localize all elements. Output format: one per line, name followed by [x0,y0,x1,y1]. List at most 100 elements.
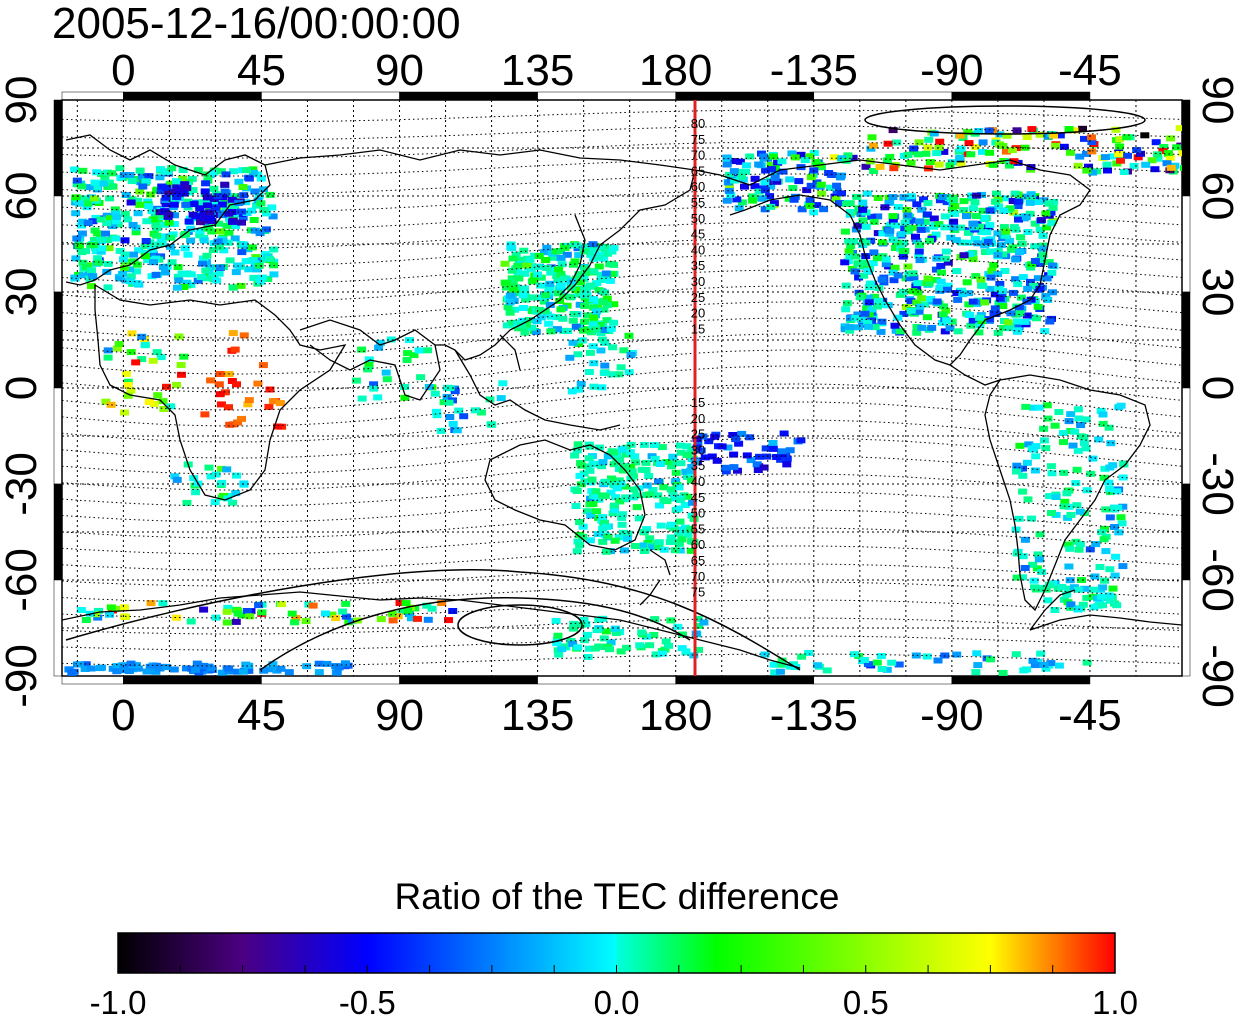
tec-cell [596,271,606,278]
tec-cell [1082,487,1092,494]
south-dip-contour-inner [259,597,691,671]
tec-cell [603,533,613,540]
tec-cell [1103,167,1112,174]
tec-cell [580,302,590,309]
tec-cell [998,303,1008,310]
tec-cell [864,284,874,291]
tec-cell [92,169,102,176]
tec-cell [106,215,115,222]
tec-cell [858,199,868,206]
tec-cell [177,371,186,378]
tec-cell [889,165,899,172]
contour-label: 70 [691,569,705,584]
tec-cell [211,204,221,211]
tec-cell [265,191,275,198]
tec-cell [912,201,922,208]
tec-cell [247,207,257,214]
tec-cell [947,159,957,166]
tec-cell [97,245,107,252]
tec-cell [202,202,212,209]
tec-cell [675,442,685,449]
tec-cell [1100,465,1110,472]
tec-cell [878,239,887,246]
tec-cell [405,604,415,611]
tec-cell [1059,439,1068,446]
tec-cell [1088,169,1098,176]
tec-cell [232,472,241,479]
tec-cell [915,241,925,248]
tec-cell [945,325,955,332]
tec-cell [1014,515,1024,522]
tec-cell [485,396,495,403]
tec-cell [641,467,651,473]
tec-cell [80,666,90,672]
tec-cell [1076,433,1086,440]
tec-cell [105,195,115,202]
tec-cell [104,245,114,252]
tec-cell [581,265,591,272]
tec-cell [1116,514,1126,521]
tec-cell [154,241,164,248]
tec-cell [859,238,868,245]
tec-cell [95,236,105,243]
tec-cell [777,158,787,165]
tec-cell [1073,162,1083,169]
tec-cell [78,195,88,202]
tec-cell [566,284,576,291]
tec-cell [112,663,122,670]
tec-cell [244,662,254,669]
tec-cell [182,185,192,191]
tec-cell [573,441,583,448]
tec-cell [530,252,540,259]
tec-cell [590,645,600,652]
tec-cell [129,251,138,258]
tec-cell [1020,193,1029,200]
tec-cell [238,214,248,221]
tec-cell [1047,510,1056,516]
tec-cell [855,294,865,301]
tec-cell [159,406,169,412]
tec-cell [876,328,886,335]
tec-cell [1008,198,1018,204]
tec-cell [216,401,226,408]
tec-cell [948,206,957,213]
tec-cell [1040,328,1050,335]
tec-cell [179,232,189,239]
tec-cell [890,162,900,169]
tec-cell [921,150,931,157]
tec-cell [519,247,529,254]
tec-cell [959,207,969,214]
tec-cell [982,229,992,236]
contour-line [62,365,1182,411]
tec-cell [1014,216,1023,223]
tec-cell [542,265,552,271]
tec-cell [845,324,855,331]
tec-cell [888,127,898,134]
tec-cell [920,218,930,225]
tec-cell [762,453,772,460]
tec-cell [917,324,927,331]
tec-cell [238,668,248,675]
tec-cell [625,449,635,456]
tec-cell [659,484,669,491]
tec-cell [642,482,652,489]
axis-scale-block [53,579,63,677]
tec-cell [1098,584,1107,591]
tec-cell [681,524,690,531]
tec-cell [898,248,908,255]
tec-cell [877,276,887,283]
tec-cell [90,195,100,202]
tec-cell [568,317,578,324]
tec-cell [975,223,985,230]
tec-cell [599,306,609,313]
tec-cell [244,175,254,182]
tec-cell [1034,556,1044,563]
tec-cell [888,194,898,201]
tec-cell [922,314,932,321]
tec-cell [906,193,916,200]
tec-cell [868,142,878,149]
tec-cell [189,201,199,208]
tec-cell [692,444,702,451]
tec-cell [1045,581,1054,588]
tec-cell [158,264,168,271]
